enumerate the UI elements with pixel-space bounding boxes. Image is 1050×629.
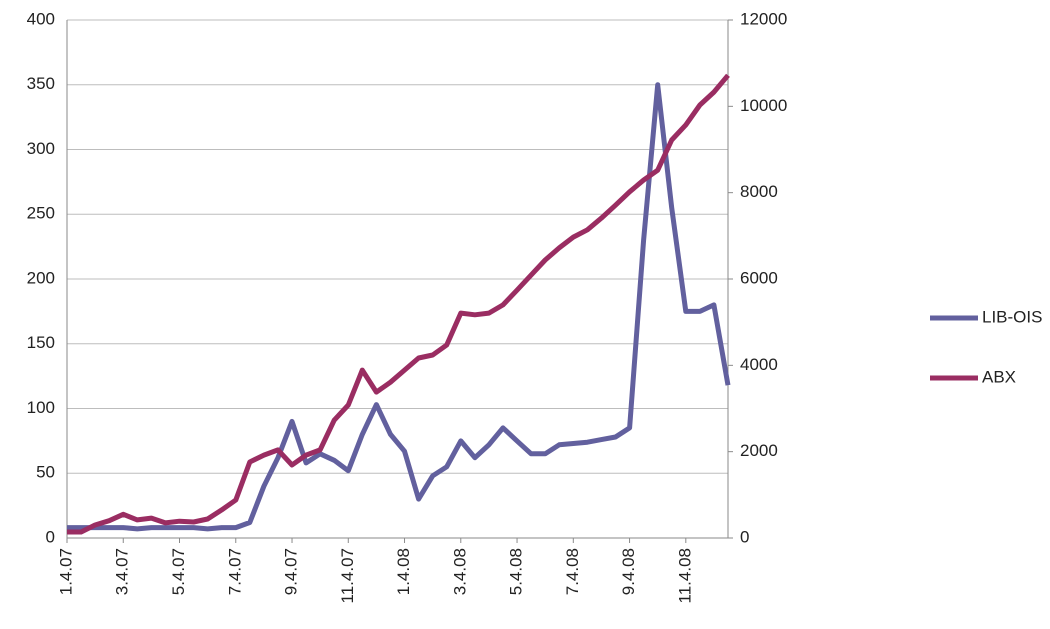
y2-tick-label: 2000 xyxy=(740,441,778,460)
x-tick-label: 3.4.07 xyxy=(113,548,132,595)
y-tick-label: 350 xyxy=(27,74,55,93)
y2-tick-label: 6000 xyxy=(740,268,778,287)
x-tick-label: 11.4.08 xyxy=(675,548,694,603)
x-tick-label: 7.4.07 xyxy=(225,548,244,595)
series-line xyxy=(67,73,730,535)
legend-label: LIB-OIS xyxy=(982,307,1042,326)
y-tick-label: 300 xyxy=(27,139,55,158)
y-tick-label: 400 xyxy=(27,9,55,28)
series-line xyxy=(67,82,731,532)
y-tick-label: 250 xyxy=(27,204,55,223)
x-tick-label: 1.4.07 xyxy=(56,548,75,595)
x-tick-label: 7.4.08 xyxy=(563,548,582,595)
y-tick-label: 100 xyxy=(27,398,55,417)
y-tick-label: 0 xyxy=(46,527,55,546)
y2-tick-label: 0 xyxy=(740,527,749,546)
y2-tick-label: 10000 xyxy=(740,96,787,115)
x-tick-label: 5.4.08 xyxy=(507,548,526,595)
x-tick-label: 9.4.08 xyxy=(619,548,638,595)
y-tick-label: 150 xyxy=(27,333,55,352)
x-tick-label: 9.4.07 xyxy=(282,548,301,595)
y2-tick-label: 4000 xyxy=(740,355,778,374)
x-tick-label: 11.4.07 xyxy=(338,548,357,603)
y2-tick-label: 8000 xyxy=(740,182,778,201)
legend-label: ABX xyxy=(982,367,1016,386)
x-tick-label: 3.4.08 xyxy=(450,548,469,595)
x-tick-label: 1.4.08 xyxy=(394,548,413,595)
x-tick-label: 5.4.07 xyxy=(169,548,188,595)
y2-tick-label: 12000 xyxy=(740,9,787,28)
y-tick-label: 200 xyxy=(27,268,55,287)
y-tick-label: 50 xyxy=(36,463,55,482)
